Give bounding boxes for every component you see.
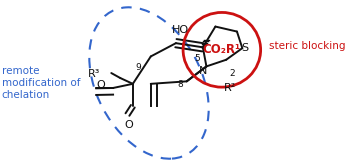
Text: 5: 5 — [195, 54, 200, 63]
Text: O: O — [97, 80, 106, 90]
Text: O: O — [124, 120, 133, 129]
Text: remote
modification of
chelation: remote modification of chelation — [2, 66, 80, 100]
Text: 9: 9 — [136, 63, 141, 72]
Text: HO: HO — [172, 25, 189, 35]
Text: steric blocking: steric blocking — [269, 42, 345, 51]
Text: S: S — [241, 43, 248, 53]
Text: R³: R³ — [88, 69, 101, 79]
Text: N: N — [199, 66, 208, 76]
Text: 2: 2 — [229, 69, 235, 78]
Text: R²: R² — [224, 83, 236, 93]
Text: 8: 8 — [177, 81, 183, 89]
Text: CO₂R¹: CO₂R¹ — [203, 43, 241, 56]
